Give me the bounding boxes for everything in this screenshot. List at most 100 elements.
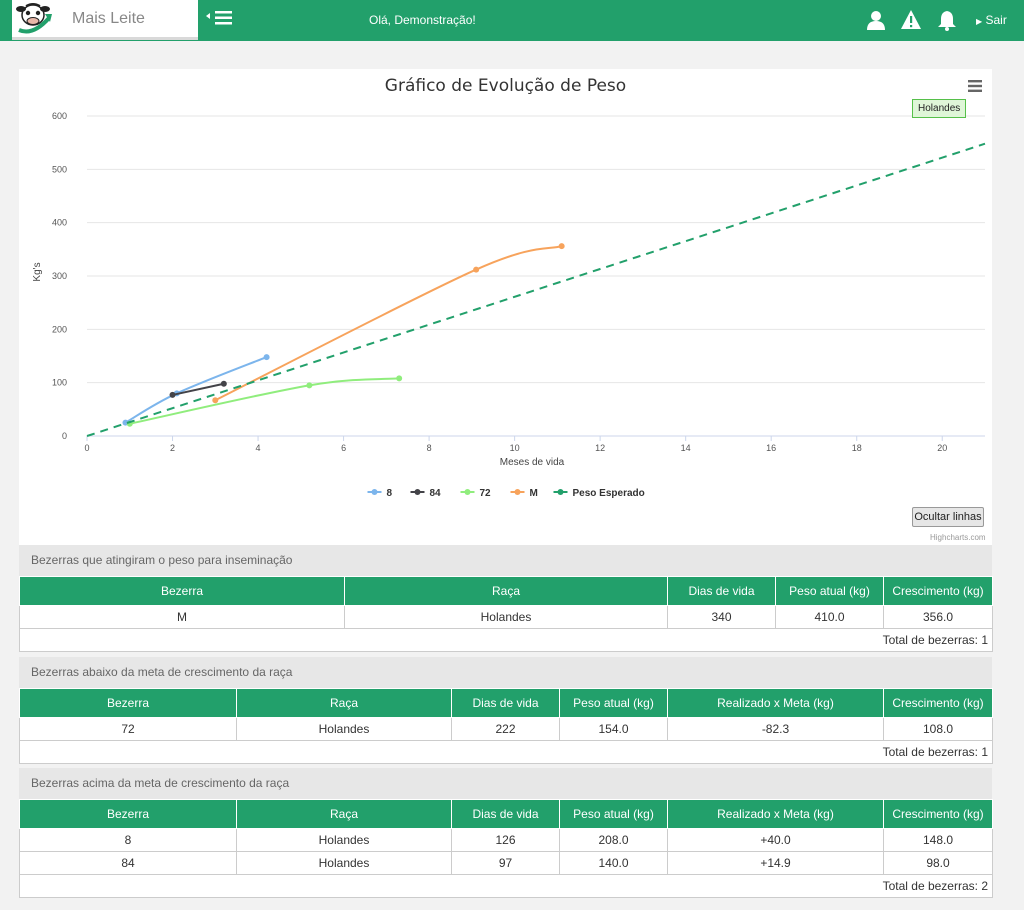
y-axis-title: Kg's <box>32 262 43 281</box>
above-target-table: Bezerra Raça Dias de vida Peso atual (kg… <box>19 799 993 898</box>
cell: +14.9 <box>667 851 884 875</box>
x-tick-label: 4 <box>256 443 261 453</box>
cow-logo-icon <box>16 3 52 34</box>
cell: Holandes <box>236 717 452 741</box>
cell: Holandes <box>236 828 452 852</box>
chart-panel: 0 100 200 300 400 500 600 0 2 4 6 8 10 12 14 16 18 20 Mese… <box>19 69 992 545</box>
section-title: Bezerras que atingiram o peso para insem… <box>19 545 992 576</box>
legend-label: 84 <box>430 488 442 499</box>
column-header[interactable]: Peso atual (kg) <box>775 576 884 606</box>
x-axis-title: Meses de vida <box>500 457 565 468</box>
legend-symbol-marker <box>414 489 421 495</box>
y-tick-label: 400 <box>52 218 67 228</box>
cell: 97 <box>451 851 560 875</box>
alert-icon[interactable] <box>900 9 922 31</box>
legend-item[interactable]: 84 <box>410 488 442 499</box>
data-point <box>263 354 270 361</box>
column-header[interactable]: Raça <box>344 576 668 606</box>
series-line-peso-esperado <box>86 142 986 437</box>
column-header[interactable]: Dias de vida <box>667 576 776 606</box>
user-icon[interactable] <box>865 9 887 31</box>
caret-right-icon: ▶ <box>976 17 983 26</box>
legend-item[interactable]: 72 <box>460 488 492 499</box>
series-line-84 <box>172 382 225 396</box>
column-header[interactable]: Realizado x Meta (kg) <box>667 688 884 718</box>
chart-context-menu-icon[interactable] <box>968 80 982 92</box>
cell: 8 <box>19 828 237 852</box>
column-header[interactable]: Bezerra <box>19 576 345 606</box>
cell: 154.0 <box>559 717 668 741</box>
cell: -82.3 <box>667 717 884 741</box>
x-tick-label: 10 <box>510 443 520 453</box>
cell: 340 <box>667 605 776 629</box>
table-row[interactable]: M Holandes 340 410.0 356.0 <box>19 605 993 629</box>
menu-toggle-button[interactable] <box>206 10 236 30</box>
x-tick-label: 16 <box>766 443 776 453</box>
column-header[interactable]: Realizado x Meta (kg) <box>667 799 884 829</box>
column-header[interactable]: Dias de vida <box>451 799 560 829</box>
cell: 108.0 <box>883 717 993 741</box>
series-line-m <box>214 245 562 402</box>
column-header[interactable]: Peso atual (kg) <box>559 688 668 718</box>
cell: 356.0 <box>883 605 993 629</box>
x-tick-label: 0 <box>84 443 89 453</box>
top-bar: Mais Leite Olá, Demonstração! ▶ Sair <box>0 0 1024 41</box>
table-row[interactable]: 8 Holandes 126 208.0 +40.0 148.0 <box>19 828 993 852</box>
column-header[interactable]: Dias de vida <box>451 688 560 718</box>
column-header[interactable]: Crescimento (kg) <box>883 688 993 718</box>
legend-label: M <box>530 488 538 499</box>
weight-evolution-chart: 0 100 200 300 400 500 600 0 2 4 6 8 10 12 14 16 18 20 Mese… <box>32 111 986 499</box>
cell: 98.0 <box>883 851 993 875</box>
cell: 410.0 <box>775 605 884 629</box>
data-point <box>396 375 403 382</box>
legend-symbol-marker <box>557 489 564 495</box>
hamburger-icon <box>206 11 232 25</box>
cell: 140.0 <box>559 851 668 875</box>
cell: +40.0 <box>667 828 884 852</box>
hide-lines-button[interactable]: Ocultar linhas <box>912 507 984 527</box>
logout-link[interactable]: ▶ Sair <box>976 13 1007 27</box>
y-tick-label: 0 <box>62 431 67 441</box>
x-tick-label: 12 <box>595 443 605 453</box>
below-target-table: Bezerra Raça Dias de vida Peso atual (kg… <box>19 688 993 764</box>
cell: 126 <box>451 828 560 852</box>
chart-credits[interactable]: Highcharts.com <box>930 533 986 542</box>
legend-item[interactable]: M <box>510 488 538 499</box>
column-header[interactable]: Crescimento (kg) <box>883 799 993 829</box>
table-row[interactable]: 72 Holandes 222 154.0 -82.3 108.0 <box>19 717 993 741</box>
cell: 72 <box>19 717 237 741</box>
column-header[interactable]: Peso atual (kg) <box>559 799 668 829</box>
series-line-72 <box>129 377 400 425</box>
y-tick-label: 100 <box>52 378 67 388</box>
x-tick-label: 2 <box>170 443 175 453</box>
column-header[interactable]: Crescimento (kg) <box>883 576 993 606</box>
section-above-target: Bezerras acima da meta de crescimento da… <box>19 768 993 898</box>
x-tick-label: 20 <box>937 443 947 453</box>
data-point <box>220 380 227 387</box>
legend-item[interactable]: 8 <box>367 488 393 499</box>
brand-name: Mais Leite <box>72 10 145 27</box>
section-below-target: Bezerras abaixo da meta de crescimento d… <box>19 657 993 764</box>
table-total: Total de bezerras: 2 <box>19 874 993 898</box>
brand[interactable]: Mais Leite <box>12 0 198 40</box>
column-header[interactable]: Raça <box>236 799 452 829</box>
column-header[interactable]: Bezerra <box>19 799 237 829</box>
section-title: Bezerras abaixo da meta de crescimento d… <box>19 657 992 688</box>
table-row[interactable]: 84 Holandes 97 140.0 +14.9 98.0 <box>19 851 993 875</box>
column-header[interactable]: Bezerra <box>19 688 237 718</box>
legend-symbol-marker <box>514 489 521 495</box>
data-point <box>558 243 565 250</box>
legend-label: 72 <box>480 488 492 499</box>
x-tick-label: 6 <box>341 443 346 453</box>
legend-label: 8 <box>387 488 393 499</box>
logout-label: Sair <box>985 13 1007 27</box>
cell: 84 <box>19 851 237 875</box>
column-header[interactable]: Raça <box>236 688 452 718</box>
y-tick-label: 300 <box>52 271 67 281</box>
chart-title: Gráfico de Evolução de Peso <box>384 76 627 96</box>
legend-item[interactable]: Peso Esperado <box>553 488 645 499</box>
y-tick-label: 200 <box>52 324 67 334</box>
bell-icon[interactable] <box>936 9 958 31</box>
table-total: Total de bezerras: 1 <box>19 628 993 652</box>
legend-symbol-marker <box>464 489 471 495</box>
